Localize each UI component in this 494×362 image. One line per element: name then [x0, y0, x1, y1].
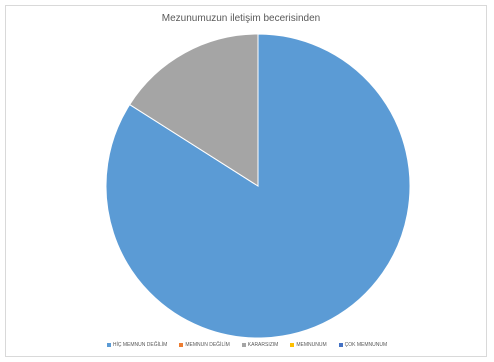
legend-label: MEMNUNUM [296, 342, 327, 348]
legend-label: KARARSIZIM [247, 342, 279, 348]
chart-legend: HİÇ MEMNUN DEĞİLİM MEMNUN DEĞİLİM KARARSIZ… [0, 342, 494, 348]
legend-label: HİÇ MEMNUN DEĞİLİM [112, 342, 168, 348]
legend-item: KARARSIZIM [241, 342, 279, 348]
legend-item: MEMNUNUM [290, 342, 327, 348]
legend-label: ÇOK MEMNUNUM [344, 342, 388, 348]
pie-slice-2 [128, 33, 259, 187]
legend-item: HİÇ MEMNUN DEĞİLİM [106, 342, 168, 348]
legend-label: MEMNUN DEĞİLİM [185, 342, 230, 348]
legend-swatch [338, 343, 343, 347]
legend-swatch [179, 343, 184, 347]
legend-item: ÇOK MEMNUNUM [338, 342, 388, 348]
chart-title: Mezunumuzun iletişim becerisinden [161, 13, 321, 24]
legend-swatch [106, 343, 111, 347]
legend-swatch [241, 343, 246, 347]
legend-item: MEMNUN DEĞİLİM [179, 342, 230, 348]
legend-swatch [290, 343, 295, 347]
